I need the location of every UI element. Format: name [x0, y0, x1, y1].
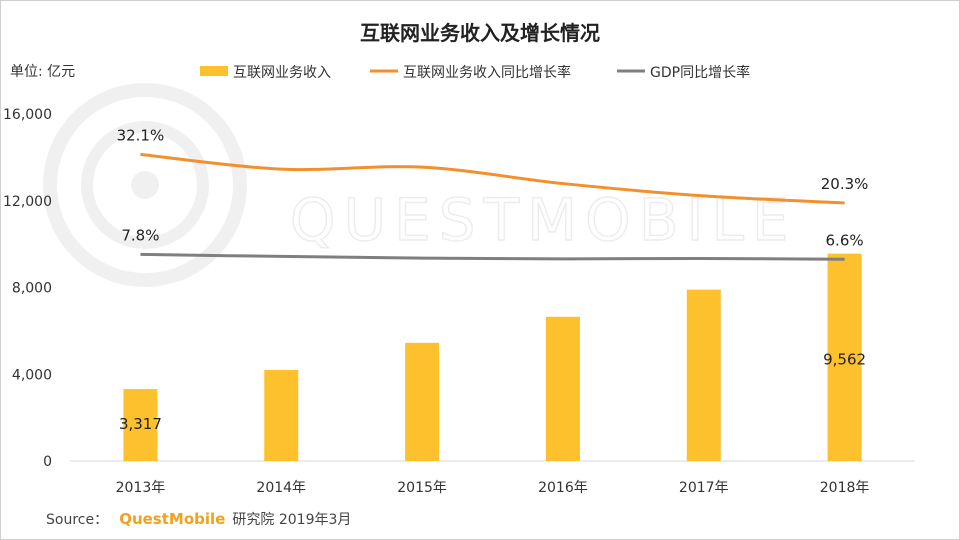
legend-label-gdp: GDP同比增长率 [650, 64, 750, 81]
x-tick-label: 2014年 [256, 480, 306, 496]
source-brand: QuestMobile [119, 510, 225, 528]
bar [123, 389, 158, 461]
legend-label-revenue: 互联网业务收入 [233, 65, 331, 81]
lines [140, 152, 845, 261]
bar-data-label: 3,317 [119, 415, 162, 433]
line-data-label: 7.8% [121, 226, 159, 244]
data-labels: 3,317 9,562 32.1% 20.3% 7.8% 6.6% [117, 126, 869, 433]
legend-label-growth: 互联网业务收入同比增长率 [403, 64, 571, 81]
legend-swatch-revenue [200, 66, 228, 76]
y-tick-label: 16,000 [3, 107, 52, 123]
bar [405, 342, 440, 461]
watermark-logo: QUESTMOBILE [43, 83, 789, 287]
gdp-rate-line [140, 252, 845, 261]
line-data-label: 32.1% [117, 126, 165, 144]
line-data-label: 20.3% [821, 175, 869, 193]
x-tick-label: 2018年 [820, 480, 870, 496]
chart-title: 互联网业务收入及增长情况 [360, 21, 600, 45]
bar [264, 369, 299, 461]
source-line: Source： QuestMobile 研究院 2019年3月 [46, 509, 351, 528]
unit-label: 单位: 亿元 [10, 64, 75, 80]
x-tick-label: 2015年 [397, 480, 447, 496]
legend: 互联网业务收入 互联网业务收入同比增长率 GDP同比增长率 [200, 64, 750, 81]
y-tick-label: 8,000 [12, 281, 52, 297]
bar-data-label: 9,562 [823, 351, 866, 369]
bars [123, 253, 862, 461]
line-data-label: 6.6% [826, 231, 864, 249]
x-tick-label: 2013年 [116, 480, 166, 496]
bar [827, 253, 862, 461]
x-tick-label: 2016年 [538, 480, 588, 496]
axes: 0 4,000 8,000 12,000 16,000 2013年 2014年 2015年 20… [3, 107, 915, 496]
growth-rate-line [140, 152, 845, 205]
bar [686, 289, 721, 461]
source-suffix: 研究院 2019年3月 [232, 512, 351, 528]
source-prefix: Source： [46, 512, 108, 528]
y-tick-label: 4,000 [12, 367, 52, 383]
x-tick-label: 2017年 [679, 480, 729, 496]
y-tick-label: 0 [43, 454, 52, 470]
y-tick-label: 12,000 [3, 194, 52, 210]
bar [545, 316, 580, 461]
